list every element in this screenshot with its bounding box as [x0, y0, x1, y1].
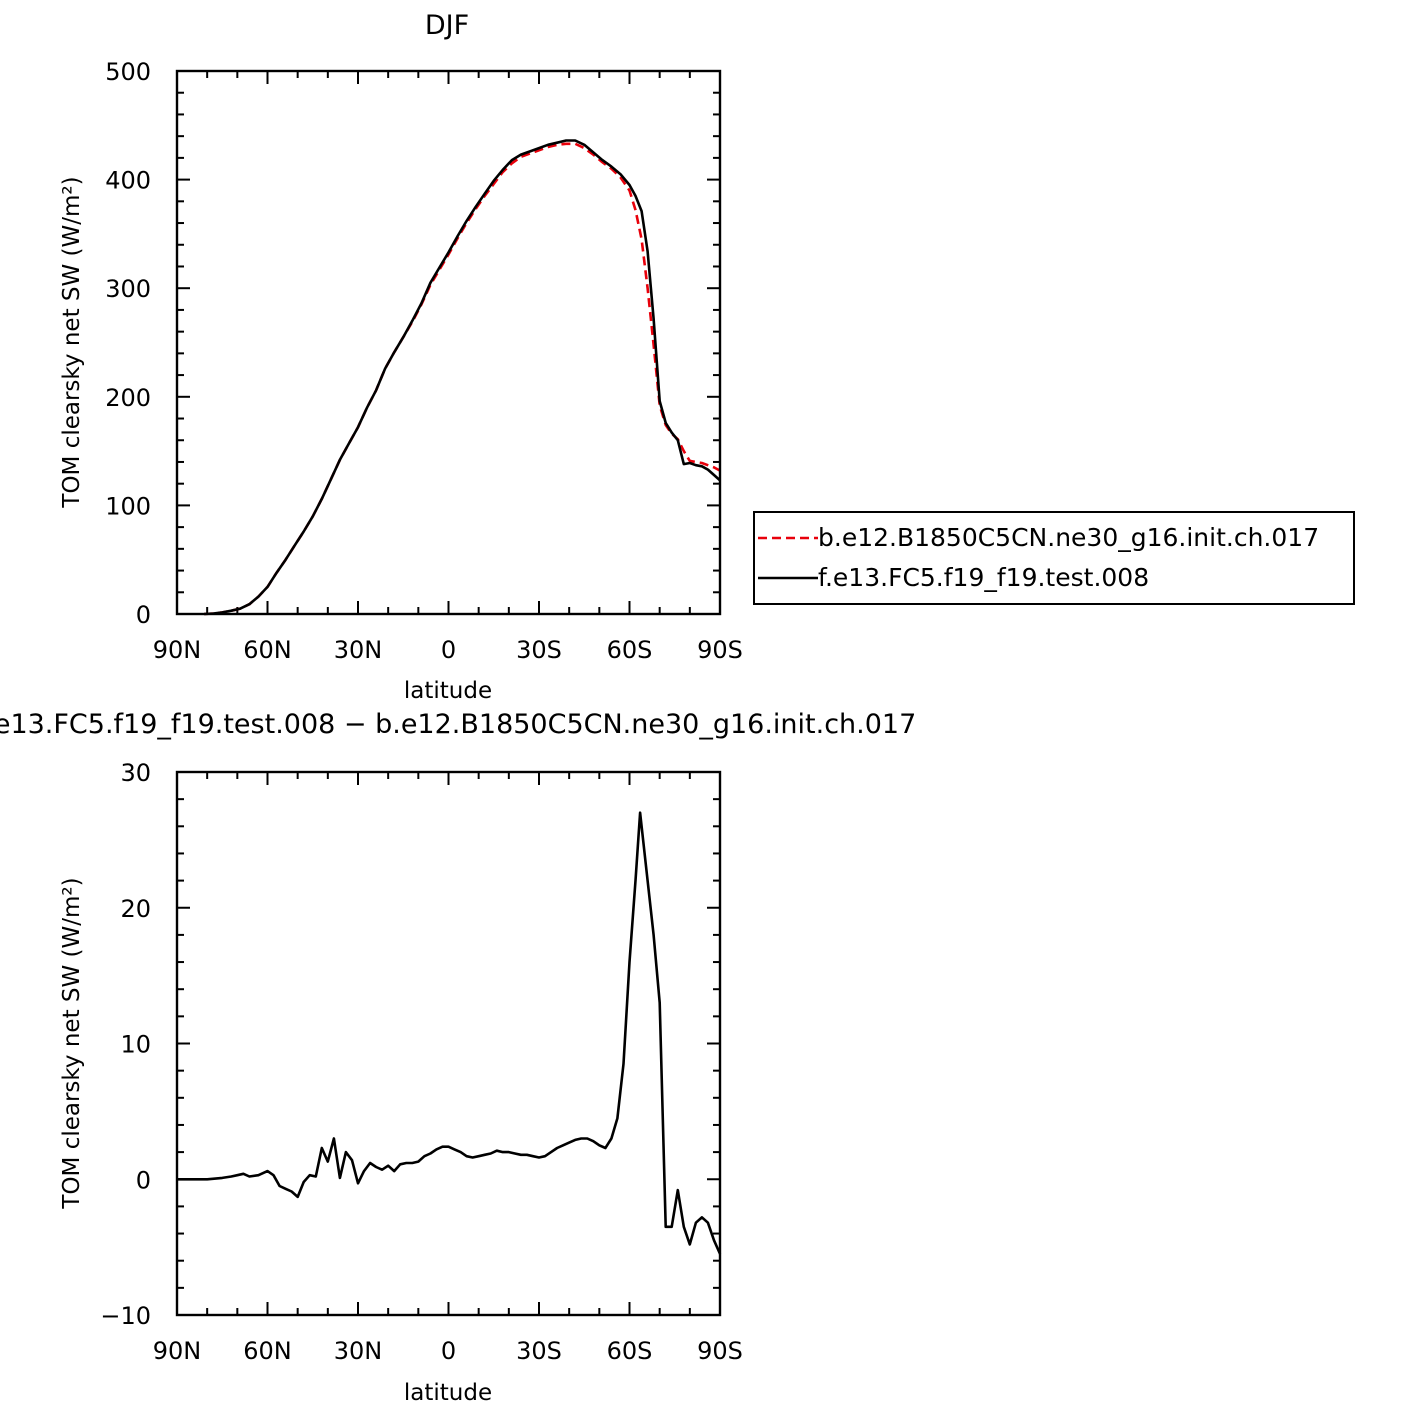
bottom-y-tick-label: 0: [136, 1166, 151, 1194]
bottom-x-tick-label: 30N: [334, 1337, 383, 1365]
bottom-x-tick-label: 60S: [607, 1337, 653, 1365]
legend-box: [753, 511, 1355, 605]
bottom-panel-series: [177, 811, 722, 1255]
bottom-panel: f.e13.FC5.f19_f19.test.008 − b.e12.B1850…: [0, 709, 916, 1406]
top-panel-series: [204, 139, 721, 616]
top-y-tick-label: 400: [105, 167, 151, 195]
bottom-series-line-1: [177, 811, 722, 1255]
bottom-y-tick-label: 20: [120, 895, 151, 923]
bottom-panel-y-axis-title: TOM clearsky net SW (W/m²): [59, 877, 85, 1209]
bottom-panel-x-axis-title: latitude: [404, 1380, 492, 1406]
top-x-tick-label: 0: [441, 636, 456, 664]
top-panel-y-tick-labels: 0 100 200 300 400 500: [105, 58, 151, 629]
legend-label-series-1: b.e12.B1850C5CN.ne30_g16.init.ch.017: [818, 523, 1319, 552]
bottom-x-tick-label: 60N: [243, 1337, 292, 1365]
bottom-panel-x-tick-labels: 90N 60N 30N 0 30S 60S 90S: [153, 1337, 743, 1365]
bottom-y-tick-label: 10: [120, 1031, 151, 1059]
top-panel-y-axis-title: TOM clearsky net SW (W/m²): [59, 176, 85, 508]
legend-label-series-2: f.e13.FC5.f19_f19.test.008: [818, 563, 1149, 592]
bottom-x-tick-label: 30S: [516, 1337, 562, 1365]
top-series-line-2: [204, 139, 721, 616]
bottom-panel-frame: [175, 770, 722, 1317]
top-panel: DJF 90N 60N 30N 0 30S 60S 90S 0 100 200 300 400 500…: [59, 10, 1355, 704]
top-x-tick-label: 90N: [153, 636, 202, 664]
bottom-x-tick-label: 90S: [697, 1337, 743, 1365]
legend: b.e12.B1850C5CN.ne30_g16.init.ch.017 f.e…: [753, 511, 1355, 605]
bottom-panel-title: f.e13.FC5.f19_f19.test.008 − b.e12.B1850…: [0, 709, 916, 740]
top-panel-x-tick-labels: 90N 60N 30N 0 30S 60S 90S: [153, 636, 743, 664]
top-x-tick-label: 60S: [607, 636, 653, 664]
top-y-tick-label: 500: [105, 58, 151, 86]
bottom-x-tick-label: 0: [441, 1337, 456, 1365]
top-panel-title: DJF: [425, 10, 469, 41]
bottom-y-tick-label: 30: [120, 759, 151, 787]
top-y-tick-label: 100: [105, 492, 151, 520]
bottom-y-tick-label: −10: [100, 1302, 151, 1330]
top-panel-frame: [175, 69, 722, 616]
bottom-x-tick-label: 90N: [153, 1337, 202, 1365]
top-panel-ticks: [176, 70, 721, 615]
top-y-tick-label: 200: [105, 384, 151, 412]
top-panel-x-axis-title: latitude: [404, 678, 492, 704]
bottom-panel-y-tick-labels: −10 0 10 20 30: [100, 759, 151, 1330]
top-x-tick-label: 60N: [243, 636, 292, 664]
top-y-tick-label: 0: [136, 601, 151, 629]
top-x-tick-label: 30S: [516, 636, 562, 664]
top-x-tick-label: 30N: [334, 636, 383, 664]
top-x-tick-label: 90S: [697, 636, 743, 664]
top-y-tick-label: 300: [105, 275, 151, 303]
